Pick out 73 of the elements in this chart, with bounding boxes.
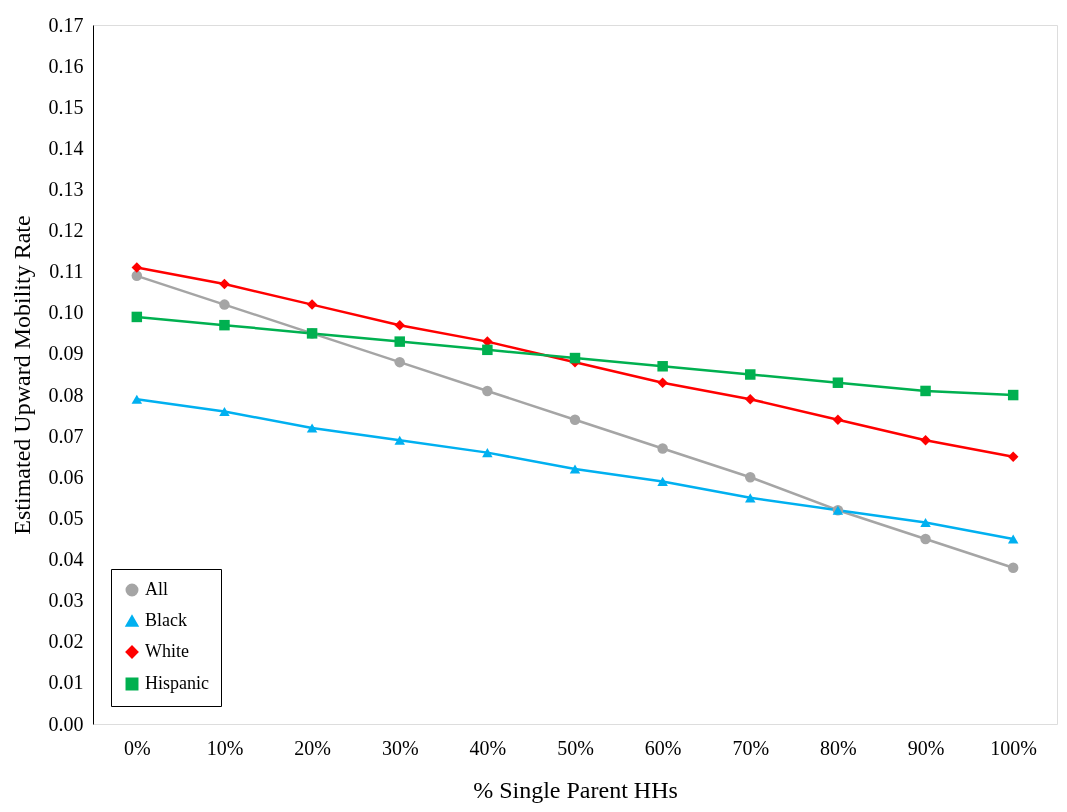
x-tick-label: 20% xyxy=(294,736,331,759)
x-tick-label: 90% xyxy=(907,736,945,759)
y-tick-label: 0.13 xyxy=(48,177,84,200)
legend-label: All xyxy=(145,579,169,599)
y-tick-label: 0.07 xyxy=(48,424,84,447)
y-tick-label: 0.05 xyxy=(48,506,84,529)
point xyxy=(482,344,493,356)
x-tick-label: 30% xyxy=(381,736,419,759)
point xyxy=(745,493,756,503)
legend-label: White xyxy=(145,641,189,661)
point xyxy=(832,414,844,425)
point xyxy=(920,533,931,545)
point xyxy=(1007,534,1019,544)
y-tick-label: 0.02 xyxy=(48,630,84,653)
point xyxy=(832,377,844,388)
point xyxy=(482,385,493,397)
x-tick-label: 80% xyxy=(820,736,857,759)
point xyxy=(1007,562,1019,573)
point xyxy=(131,270,143,282)
x-tick-label: 50% xyxy=(557,736,594,759)
y-tick-label: 0.12 xyxy=(48,219,84,242)
y-tick-label: 0.00 xyxy=(48,712,84,735)
point xyxy=(920,517,931,528)
y-tick-label: 0.14 xyxy=(48,136,84,159)
point xyxy=(657,361,668,372)
point xyxy=(920,435,931,446)
legend-label: Hispanic xyxy=(145,673,209,693)
point xyxy=(569,352,581,364)
point xyxy=(1007,451,1019,462)
point xyxy=(306,423,318,433)
point xyxy=(394,356,405,368)
point xyxy=(219,406,230,417)
point xyxy=(482,448,493,458)
point xyxy=(394,336,405,347)
y-tick-label: 0.16 xyxy=(48,54,84,77)
y-tick-label: 0.17 xyxy=(48,13,84,36)
point xyxy=(131,311,143,323)
legend-label: Black xyxy=(145,610,187,630)
point xyxy=(657,476,668,486)
point xyxy=(745,472,756,483)
point xyxy=(1007,389,1019,401)
point xyxy=(657,443,668,454)
y-tick-label: 0.03 xyxy=(48,589,84,612)
x-tick-label: 70% xyxy=(732,736,770,759)
x-axis-title: % Single Parent HHs xyxy=(473,776,678,803)
y-tick-label: 0.09 xyxy=(48,342,84,365)
y-tick-label: 0.15 xyxy=(48,95,84,118)
point xyxy=(657,377,668,388)
point xyxy=(569,464,581,474)
x-tick-label: 100% xyxy=(990,736,1038,759)
y-tick-label: 0.04 xyxy=(48,548,84,571)
point xyxy=(219,278,230,290)
y-tick-label: 0.08 xyxy=(48,383,84,406)
point xyxy=(745,369,756,380)
y-tick-label: 0.06 xyxy=(48,465,84,488)
point xyxy=(394,319,405,331)
point xyxy=(131,394,143,404)
y-tick-label: 0.10 xyxy=(48,301,84,324)
point xyxy=(394,435,405,445)
point xyxy=(219,299,230,310)
point xyxy=(745,393,756,405)
point xyxy=(569,414,581,425)
x-tick-label: 0% xyxy=(123,736,151,759)
x-tick-label: 10% xyxy=(206,736,244,759)
y-tick-label: 0.01 xyxy=(48,671,84,694)
y-axis-title: Estimated Upward Mobility Rate xyxy=(8,215,35,535)
point xyxy=(219,319,230,331)
point xyxy=(306,299,318,310)
point xyxy=(920,385,931,397)
point xyxy=(131,262,143,273)
x-tick-label: 60% xyxy=(644,736,682,759)
y-tick-label: 0.11 xyxy=(49,260,84,283)
x-tick-label: 40% xyxy=(469,736,507,759)
